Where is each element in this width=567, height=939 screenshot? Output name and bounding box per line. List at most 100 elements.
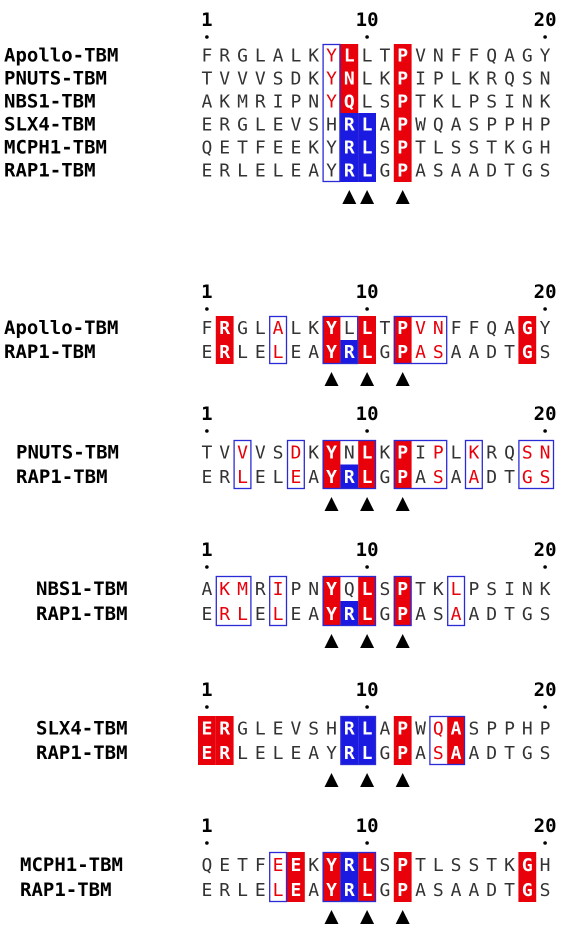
residue: S (379, 137, 390, 158)
residue: Y (326, 443, 337, 464)
residue: E (290, 743, 301, 764)
residue: A (308, 467, 319, 488)
residue: S (468, 137, 479, 158)
residue: A (201, 91, 212, 112)
ruler-label: 10 (356, 403, 379, 425)
sequence-name: PNUTS-TBM (16, 442, 119, 464)
residue: Y (326, 604, 337, 625)
residue: N (522, 579, 533, 600)
ruler-tick (543, 565, 547, 569)
residue: P (397, 68, 408, 89)
residue: G (522, 880, 533, 901)
residue: E (273, 719, 284, 740)
residue: N (308, 91, 319, 112)
residue: A (468, 160, 479, 181)
residue: I (504, 579, 515, 600)
residue: A (451, 467, 462, 488)
residue: F (468, 318, 479, 339)
residue: L (273, 342, 284, 363)
residue: A (308, 342, 319, 363)
residue: R (344, 342, 355, 363)
residue: E (273, 855, 284, 876)
residue: P (397, 342, 408, 363)
ruler-label: 1 (201, 815, 212, 837)
ruler-tick (365, 565, 369, 569)
residue: V (415, 318, 426, 339)
residue: N (540, 443, 551, 464)
residue: A (504, 318, 515, 339)
residue: D (486, 743, 497, 764)
residue: K (308, 443, 319, 464)
ruler-label: 1 (201, 403, 212, 425)
ruler-label: 10 (356, 815, 379, 837)
residue: K (433, 91, 444, 112)
ruler-tick (365, 429, 369, 433)
residue: Q (201, 855, 212, 876)
residue: L (362, 91, 373, 112)
residue: S (540, 342, 551, 363)
residue: K (540, 579, 551, 600)
residue: I (273, 91, 284, 112)
residue: A (415, 467, 426, 488)
residue: I (415, 443, 426, 464)
residue: P (504, 114, 515, 135)
ruler-label: 1 (201, 539, 212, 561)
residue: L (344, 45, 355, 66)
residue: S (379, 855, 390, 876)
residue: V (255, 68, 266, 89)
key-residue-marker (360, 372, 374, 386)
residue: A (308, 160, 319, 181)
key-residue-marker (325, 372, 339, 386)
sequence-name: Apollo-TBM (4, 44, 118, 66)
ruler-tick (365, 35, 369, 39)
residue: L (362, 855, 373, 876)
residue: R (219, 45, 230, 66)
residue: G (522, 318, 533, 339)
residue: P (540, 719, 551, 740)
residue: E (219, 855, 230, 876)
residue: S (433, 160, 444, 181)
residue: S (540, 743, 551, 764)
residue: G (522, 342, 533, 363)
ruler-tick (543, 841, 547, 845)
residue: S (540, 467, 551, 488)
residue: L (344, 318, 355, 339)
residue: A (451, 880, 462, 901)
residue: E (255, 342, 266, 363)
residue: N (433, 318, 444, 339)
residue: G (237, 114, 248, 135)
residue: A (201, 579, 212, 600)
residue: L (362, 880, 373, 901)
residue: L (237, 743, 248, 764)
ruler-label: 10 (356, 9, 379, 31)
ruler-tick (205, 35, 209, 39)
residue: E (290, 137, 301, 158)
ruler-label: 20 (534, 281, 557, 303)
residue: A (415, 160, 426, 181)
sequence-name: PNUTS-TBM (4, 67, 107, 89)
residue: L (362, 743, 373, 764)
residue: T (201, 443, 212, 464)
residue: L (255, 318, 266, 339)
residue: K (219, 91, 230, 112)
residue: L (273, 743, 284, 764)
ruler-tick (543, 35, 547, 39)
residue: F (255, 137, 266, 158)
residue: S (433, 342, 444, 363)
residue: T (415, 91, 426, 112)
residue: Y (326, 467, 337, 488)
residue: E (201, 114, 212, 135)
residue: V (415, 45, 426, 66)
residue: F (451, 45, 462, 66)
residue: E (290, 604, 301, 625)
residue: S (308, 114, 319, 135)
residue: A (415, 342, 426, 363)
residue: Q (344, 579, 355, 600)
key-residue-marker (396, 497, 410, 511)
residue: L (237, 342, 248, 363)
residue: Q (504, 68, 515, 89)
residue: W (415, 114, 426, 135)
alignment-panel-5: 1 10 20SLX4-TBM E R G L E V S H R L A P W Q A S P P H PRAP1-TB… (36, 679, 557, 787)
residue: P (468, 579, 479, 600)
ruler-label: 20 (534, 815, 557, 837)
